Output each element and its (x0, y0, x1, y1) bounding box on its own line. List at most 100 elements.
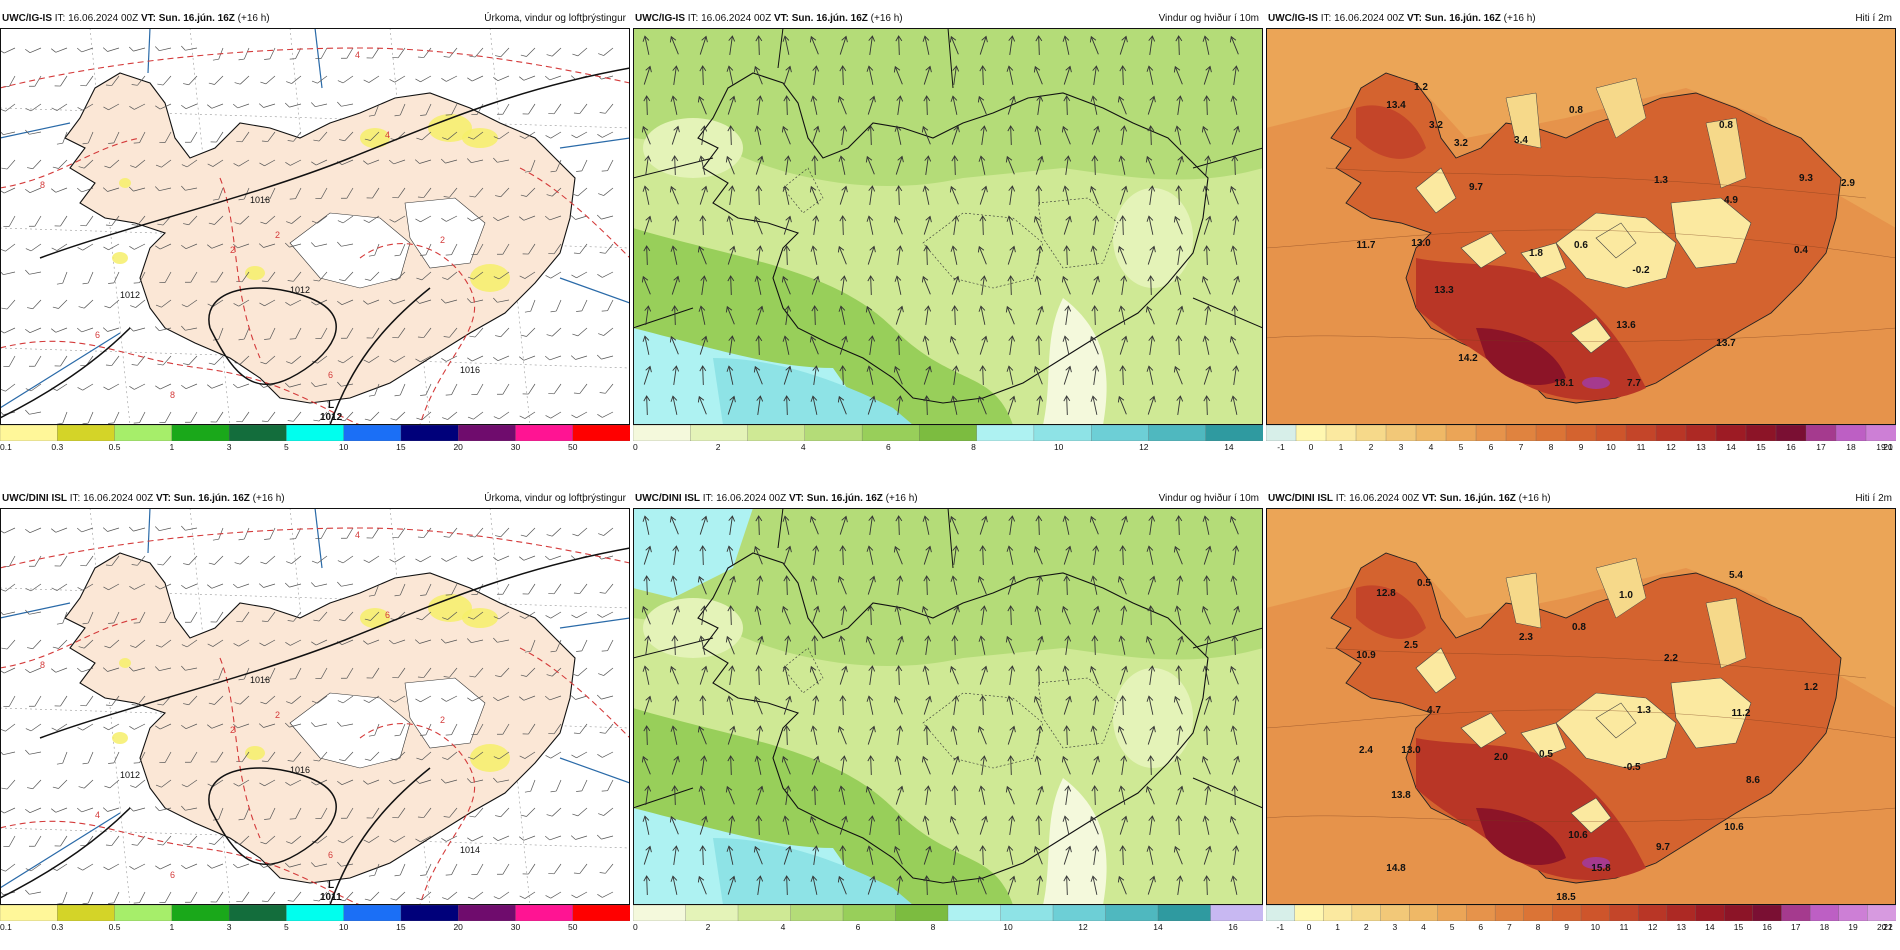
wind-arrow (950, 725, 958, 745)
wind-barb (366, 807, 380, 819)
wind-barb (442, 751, 458, 760)
wind-barb (546, 807, 562, 817)
colorbar-container (0, 905, 630, 921)
wind-arrow (1230, 875, 1238, 895)
wind-arrow (725, 635, 735, 655)
wind-barb (394, 863, 406, 877)
wind-arrow (1176, 575, 1184, 595)
temperature-contour-label: 4 (355, 50, 360, 60)
wind-arrow (1148, 185, 1156, 205)
colorbar-swatch (57, 905, 116, 921)
wind-barb (105, 355, 120, 366)
wind-barb (340, 807, 354, 819)
wind-arrow (728, 335, 736, 355)
wind-arrow (895, 305, 904, 325)
wind-barb (467, 751, 484, 760)
glacier-outline (1037, 677, 1119, 749)
wind-barb (261, 611, 276, 622)
wind-barb (206, 383, 224, 389)
wind-arrow (839, 185, 848, 205)
temperature-value-label: 0.5 (1539, 749, 1553, 760)
wind-barb (238, 807, 250, 821)
wind-arrow (1230, 95, 1238, 115)
wind-barb (206, 723, 224, 729)
wind-arrow (643, 695, 652, 715)
wind-arrow (1008, 185, 1016, 205)
model-name: UWC/IG-IS (635, 13, 685, 24)
wind-barb (159, 891, 172, 904)
isobar-label: 1012 (120, 290, 140, 300)
wind-barb (471, 583, 484, 596)
wind-barb (520, 47, 536, 57)
wind-arrow (1203, 845, 1212, 865)
wind-barb (315, 807, 328, 820)
wind-barb (445, 103, 458, 116)
product-title: Vindur og hviður í 10m (1158, 13, 1259, 24)
wind-barb (289, 187, 302, 200)
wind-barb (311, 639, 328, 646)
wind-barb (286, 215, 302, 224)
wind-arrow (1063, 845, 1072, 865)
wind-barb (311, 555, 328, 564)
wind-arrow (1203, 545, 1212, 565)
wind-arrow (977, 575, 987, 595)
wind-barb (260, 695, 276, 705)
colorbar-swatch (861, 425, 921, 441)
wind-arrow (1176, 395, 1184, 415)
wind-arrow (923, 95, 931, 116)
wind-barb (76, 527, 94, 533)
wind-barb (493, 777, 510, 783)
wind-barb (54, 215, 68, 227)
wind-barb (287, 751, 302, 762)
wind-barb (469, 327, 484, 338)
wind-arrow (1008, 515, 1016, 535)
wind-barb (571, 271, 588, 279)
colorbar-tick-label: 16 (1228, 922, 1238, 932)
wind-arrow (671, 155, 679, 176)
wind-arrow (866, 65, 874, 85)
colorbar-tick-label: 16 (1762, 922, 1772, 932)
wind-barb (518, 695, 536, 701)
wind-barb (238, 527, 250, 541)
wind-arrow (643, 725, 651, 746)
wind-arrow (1119, 515, 1128, 535)
wind-arrow (728, 665, 736, 685)
colorbar-tick-label: 14 (1726, 442, 1736, 452)
wind-arrow (1007, 245, 1016, 265)
wind-barb (445, 583, 458, 596)
wind-barb (573, 243, 588, 254)
isobar-label: 1016 (250, 195, 270, 205)
wind-arrow (1119, 215, 1127, 236)
wind-barb (1, 159, 16, 170)
wind-arrow (1148, 815, 1156, 835)
wind-barb (128, 666, 146, 672)
colorbar-swatch (1809, 905, 1840, 921)
wind-barb (363, 355, 380, 363)
wind-barb (416, 751, 432, 761)
wind-arrow (1173, 545, 1183, 565)
wind-arrow (754, 605, 762, 625)
wind-arrow (1119, 185, 1128, 205)
wind-barb (363, 695, 380, 703)
temperature-value-label: 12.8 (1376, 588, 1396, 599)
wind-barb (181, 185, 198, 191)
wind-arrow (1119, 65, 1127, 86)
wind-barb (108, 271, 120, 284)
colorbar-tick-label: 21 (1883, 442, 1893, 452)
wind-barb (128, 46, 146, 52)
wind-barb (210, 891, 224, 903)
wind-barb (363, 75, 380, 83)
wind-arrow (756, 575, 764, 595)
wind-arrow (1146, 545, 1154, 565)
wind-barb (467, 638, 484, 644)
wind-barb (183, 215, 198, 226)
wind-barb (311, 102, 328, 108)
colorbar-swatch (1205, 425, 1263, 441)
wind-barb (181, 383, 198, 390)
wind-barb (77, 243, 94, 251)
colorbar-swatch (1775, 425, 1807, 441)
wind-arrow (979, 65, 987, 86)
temperature-value-label: 4.9 (1724, 195, 1738, 206)
wind-arrow (644, 155, 652, 175)
wind-barb (415, 555, 432, 563)
